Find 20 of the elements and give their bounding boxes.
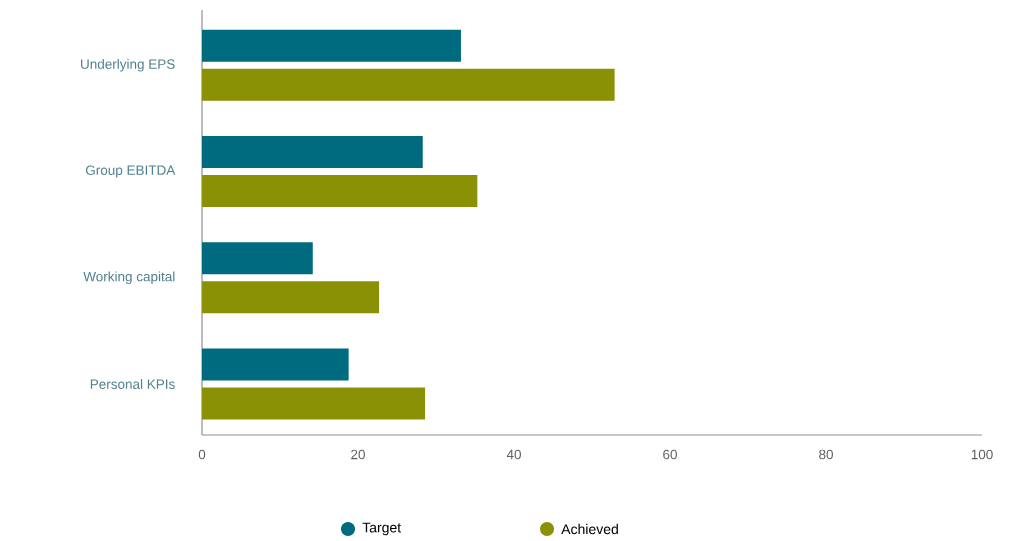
y-tick-label: Personal KPIs <box>90 379 175 389</box>
legend-label: Achieved <box>561 523 618 535</box>
y-tick-label: Working capital <box>83 271 175 285</box>
x-tick-label: 0 <box>198 449 206 460</box>
x-tick-label: 100 <box>971 449 993 460</box>
bar <box>202 281 380 314</box>
bar <box>202 242 313 275</box>
x-tick-label: 40 <box>506 449 521 460</box>
y-tick-label: Group EBITDA <box>85 165 176 178</box>
bar <box>202 175 478 207</box>
x-tick-label: 20 <box>351 449 365 460</box>
bar <box>202 348 349 381</box>
x-tick-label: 60 <box>663 449 677 460</box>
bar <box>202 68 615 101</box>
bar <box>202 29 461 62</box>
x-tick-label: 80 <box>819 449 833 460</box>
y-tick-label: Underlying EPS <box>81 58 175 72</box>
bar <box>202 387 426 420</box>
bar <box>202 136 423 168</box>
legend-label: Target <box>362 522 402 536</box>
